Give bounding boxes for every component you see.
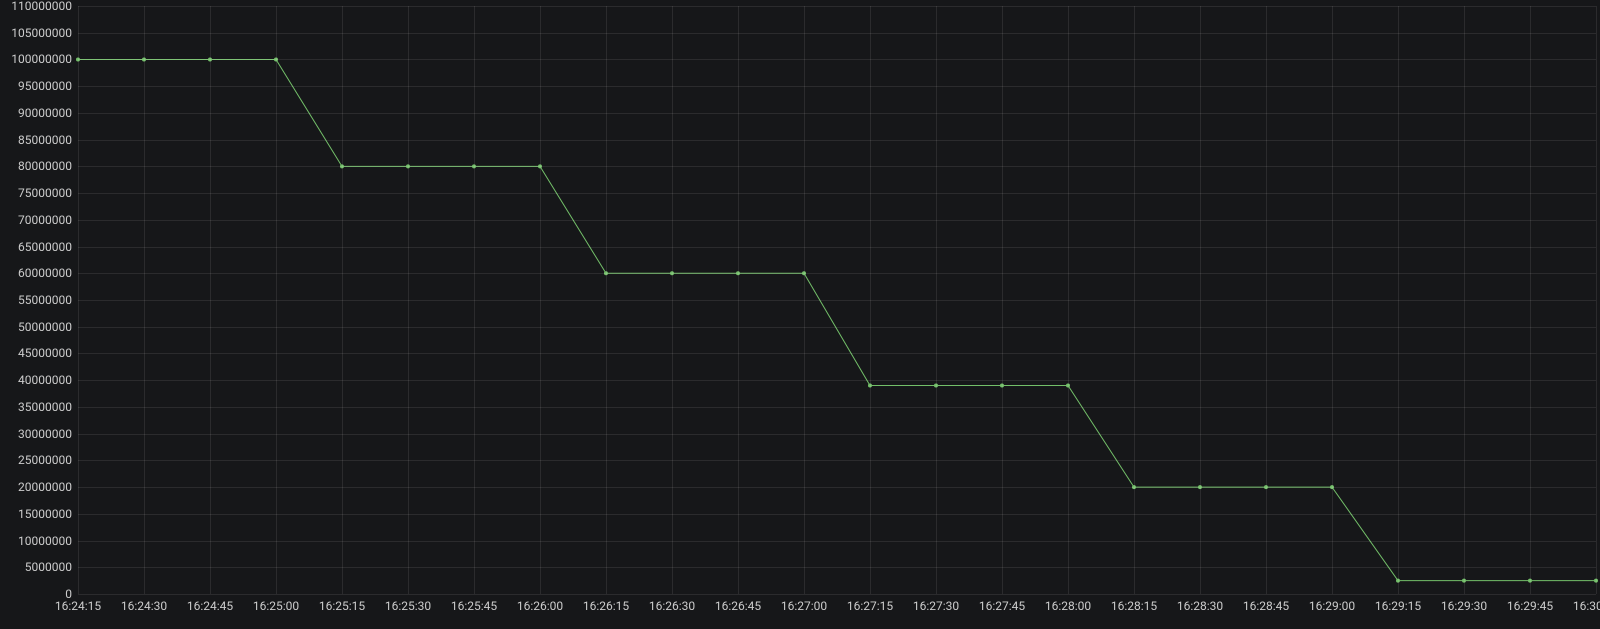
grid-line-v	[606, 6, 607, 594]
grid-line-h	[78, 193, 1596, 194]
grid-line-h	[78, 166, 1596, 167]
grid-line-v	[1134, 6, 1135, 594]
grid-line-h	[78, 594, 1596, 595]
y-tick-label: 35000000	[2, 401, 72, 413]
x-tick-label: 16:27:30	[913, 600, 959, 612]
grid-line-v	[1068, 6, 1069, 594]
grid-line-h	[78, 113, 1596, 114]
grid-line-v	[804, 6, 805, 594]
x-tick-label: 16:26:00	[517, 600, 563, 612]
grid-line-h	[78, 567, 1596, 568]
x-tick-label: 16:27:15	[847, 600, 893, 612]
x-tick-label: 16:28:45	[1243, 600, 1289, 612]
y-tick-label: 75000000	[2, 187, 72, 199]
grid-line-v	[1002, 6, 1003, 594]
y-tick-label: 65000000	[2, 241, 72, 253]
grid-line-h	[78, 33, 1596, 34]
grid-line-v	[540, 6, 541, 594]
y-tick-label: 100000000	[2, 53, 72, 65]
grid-line-h	[78, 6, 1596, 7]
y-tick-label: 45000000	[2, 347, 72, 359]
grid-line-v	[738, 6, 739, 594]
grid-line-v	[342, 6, 343, 594]
grid-line-h	[78, 514, 1596, 515]
x-tick-label: 16:28:30	[1177, 600, 1223, 612]
x-tick-label: 16:25:30	[385, 600, 431, 612]
series-line	[78, 59, 1596, 580]
x-tick-label: 16:24:30	[121, 600, 167, 612]
grid-line-h	[78, 273, 1596, 274]
grid-line-h	[78, 407, 1596, 408]
grid-line-v	[1332, 6, 1333, 594]
y-tick-label: 85000000	[2, 134, 72, 146]
y-tick-label: 40000000	[2, 374, 72, 386]
y-tick-label: 110000000	[2, 0, 72, 12]
x-tick-label: 16:26:45	[715, 600, 761, 612]
y-tick-label: 55000000	[2, 294, 72, 306]
x-tick-label: 16:25:45	[451, 600, 497, 612]
y-tick-label: 30000000	[2, 428, 72, 440]
x-tick-label: 16:29:00	[1309, 600, 1355, 612]
y-tick-label: 10000000	[2, 535, 72, 547]
grid-line-v	[870, 6, 871, 594]
y-tick-label: 50000000	[2, 321, 72, 333]
grid-line-h	[78, 460, 1596, 461]
x-tick-label: 16:25:15	[319, 600, 365, 612]
grid-line-v	[408, 6, 409, 594]
grid-line-v	[144, 6, 145, 594]
y-tick-label: 5000000	[2, 561, 72, 573]
grid-line-v	[210, 6, 211, 594]
timeseries-chart: 0500000010000000150000002000000025000000…	[0, 0, 1600, 629]
x-tick-label: 16:29:15	[1375, 600, 1421, 612]
grid-line-h	[78, 541, 1596, 542]
x-tick-label: 16:27:45	[979, 600, 1025, 612]
grid-line-h	[78, 380, 1596, 381]
y-tick-label: 80000000	[2, 160, 72, 172]
y-tick-label: 105000000	[2, 27, 72, 39]
y-tick-label: 20000000	[2, 481, 72, 493]
x-tick-label: 16:24:45	[187, 600, 233, 612]
x-tick-label: 16:26:30	[649, 600, 695, 612]
y-tick-label: 15000000	[2, 508, 72, 520]
grid-line-v	[1200, 6, 1201, 594]
grid-line-h	[78, 59, 1596, 60]
grid-line-v	[672, 6, 673, 594]
x-tick-label: 16:29:30	[1441, 600, 1487, 612]
grid-line-h	[78, 247, 1596, 248]
grid-line-h	[78, 487, 1596, 488]
x-tick-label: 16:26:15	[583, 600, 629, 612]
grid-line-v	[1596, 6, 1597, 594]
grid-line-h	[78, 140, 1596, 141]
grid-line-v	[474, 6, 475, 594]
y-tick-label: 90000000	[2, 107, 72, 119]
grid-line-v	[1464, 6, 1465, 594]
x-tick-label: 16:28:00	[1045, 600, 1091, 612]
grid-line-h	[78, 327, 1596, 328]
grid-line-v	[78, 6, 79, 594]
y-tick-label: 25000000	[2, 454, 72, 466]
grid-line-v	[1398, 6, 1399, 594]
grid-line-h	[78, 300, 1596, 301]
grid-line-h	[78, 220, 1596, 221]
x-tick-label: 16:25:00	[253, 600, 299, 612]
x-tick-label: 16:29:45	[1507, 600, 1553, 612]
grid-line-h	[78, 86, 1596, 87]
grid-line-v	[1266, 6, 1267, 594]
y-tick-label: 60000000	[2, 267, 72, 279]
x-tick-label: 16:30:00	[1573, 600, 1600, 612]
grid-line-h	[78, 434, 1596, 435]
grid-line-v	[936, 6, 937, 594]
plot-svg	[0, 0, 1600, 629]
y-tick-label: 95000000	[2, 80, 72, 92]
grid-line-v	[1530, 6, 1531, 594]
y-tick-label: 70000000	[2, 214, 72, 226]
x-tick-label: 16:27:00	[781, 600, 827, 612]
x-tick-label: 16:24:15	[55, 600, 101, 612]
grid-line-v	[276, 6, 277, 594]
x-tick-label: 16:28:15	[1111, 600, 1157, 612]
grid-line-h	[78, 353, 1596, 354]
